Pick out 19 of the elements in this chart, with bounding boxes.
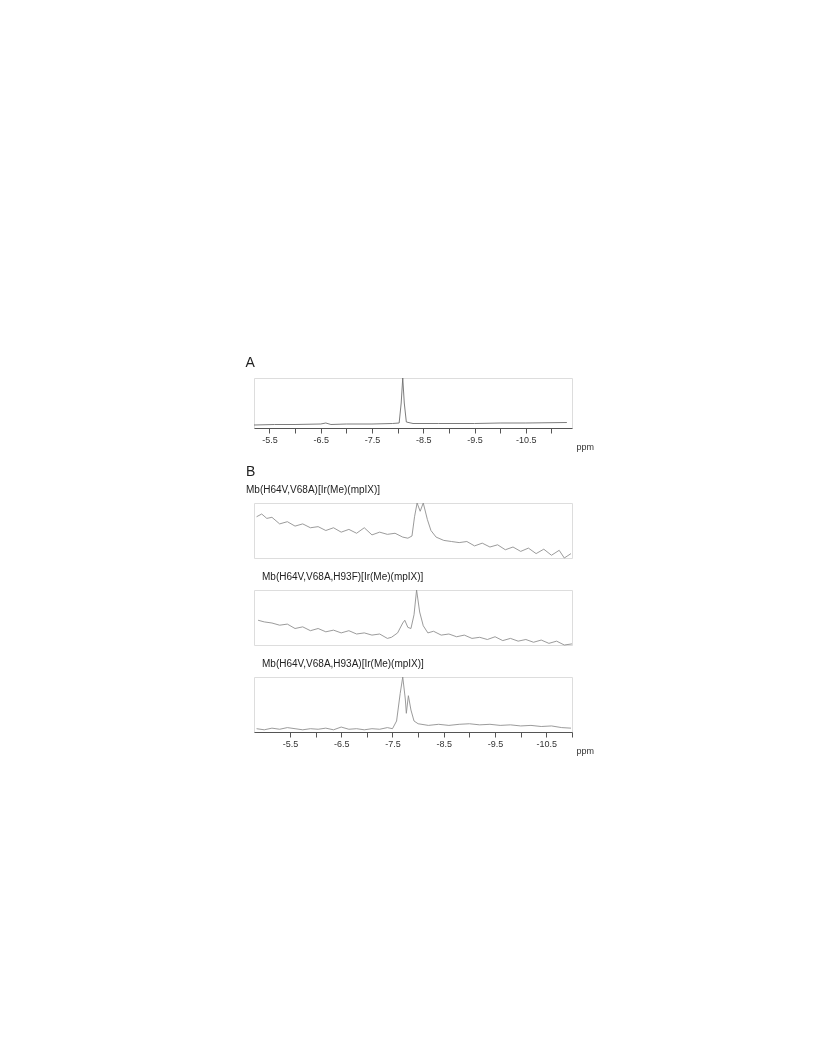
x-axis-title: ppm: [576, 441, 595, 452]
x-tick-label: -6.5: [333, 738, 350, 749]
x-tick-label: -6.5: [313, 434, 329, 445]
x-tick-label: -10.5: [516, 434, 537, 445]
chart-title: B: [246, 462, 256, 479]
x-tick-label: -5.5: [282, 738, 299, 749]
chart-subtitle: Mb(H64V,V68A)[Ir(Me)(mpIX)]: [246, 483, 381, 495]
x-axis-title: ppm: [576, 745, 595, 756]
chart-title: A: [245, 353, 256, 370]
x-tick-label: -10.5: [536, 738, 558, 749]
x-tick-label: -9.5: [467, 434, 483, 445]
x-tick-label: -5.5: [262, 434, 278, 445]
x-tick-label: -8.5: [416, 434, 432, 445]
x-tick-label: -7.5: [385, 738, 401, 749]
x-tick-label: -8.5: [436, 738, 453, 749]
x-tick-label: -9.5: [487, 738, 504, 749]
chart-title: Mb(H64V,V68A,H93A)[Ir(Me)(mpIX)]: [262, 657, 425, 669]
chart-title: Mb(H64V,V68A,H93F)[Ir(Me)(mpIX)]: [262, 570, 424, 582]
x-tick-label: -7.5: [364, 434, 381, 445]
